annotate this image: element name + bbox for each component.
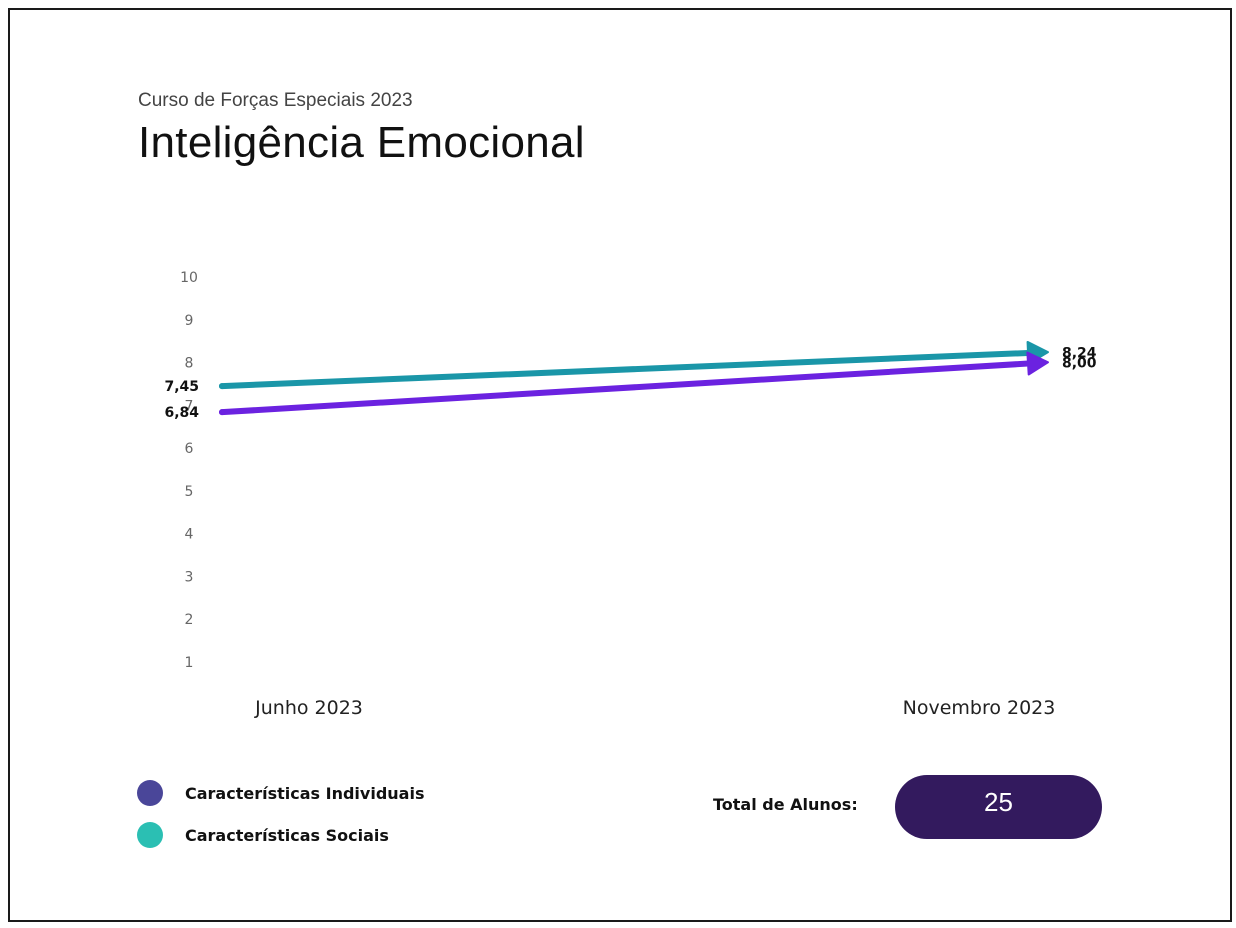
y-tick-label: 5 bbox=[185, 484, 194, 500]
data-label: 7,45 bbox=[164, 379, 199, 395]
y-tick-label: 2 bbox=[185, 612, 194, 628]
legend: Características Individuais Característi… bbox=[137, 772, 424, 856]
y-tick-label: 3 bbox=[185, 569, 194, 585]
data-label: 8,00 bbox=[1062, 356, 1097, 372]
series-point-start-1 bbox=[219, 409, 225, 416]
series-arrowhead-1 bbox=[1026, 351, 1049, 376]
series-point-start-0 bbox=[219, 383, 225, 390]
x-tick-label: Junho 2023 bbox=[254, 697, 363, 719]
chart-title: Inteligência Emocional bbox=[138, 118, 585, 167]
total-students-label: Total de Alunos: bbox=[713, 795, 858, 814]
legend-label-sociais: Características Sociais bbox=[185, 825, 389, 845]
legend-item-sociais: Características Sociais bbox=[137, 814, 424, 856]
total-students-badge: 25 bbox=[895, 775, 1102, 839]
y-tick-label: 1 bbox=[185, 655, 194, 671]
series-line-0 bbox=[219, 349, 1032, 390]
x-tick-label: Novembro 2023 bbox=[903, 697, 1056, 719]
series-line-1 bbox=[219, 360, 1032, 416]
total-students-value: 25 bbox=[984, 786, 1013, 817]
y-tick-label: 4 bbox=[185, 527, 194, 543]
y-tick-label: 9 bbox=[185, 313, 194, 329]
data-label: 6,84 bbox=[164, 405, 199, 421]
legend-swatch-individuais bbox=[137, 780, 163, 806]
legend-swatch-sociais bbox=[137, 822, 163, 848]
y-tick-label: 10 bbox=[180, 270, 198, 286]
y-tick-label: 6 bbox=[185, 441, 194, 457]
y-tick-label: 7 bbox=[185, 398, 194, 414]
legend-label-individuais: Características Individuais bbox=[185, 783, 425, 803]
chart-subtitle: Curso de Forças Especiais 2023 bbox=[138, 90, 413, 111]
legend-item-individuais: Características Individuais bbox=[137, 772, 424, 814]
chart-card bbox=[8, 8, 1232, 922]
data-label: 8,24 bbox=[1062, 345, 1097, 361]
y-tick-label: 8 bbox=[185, 356, 194, 372]
